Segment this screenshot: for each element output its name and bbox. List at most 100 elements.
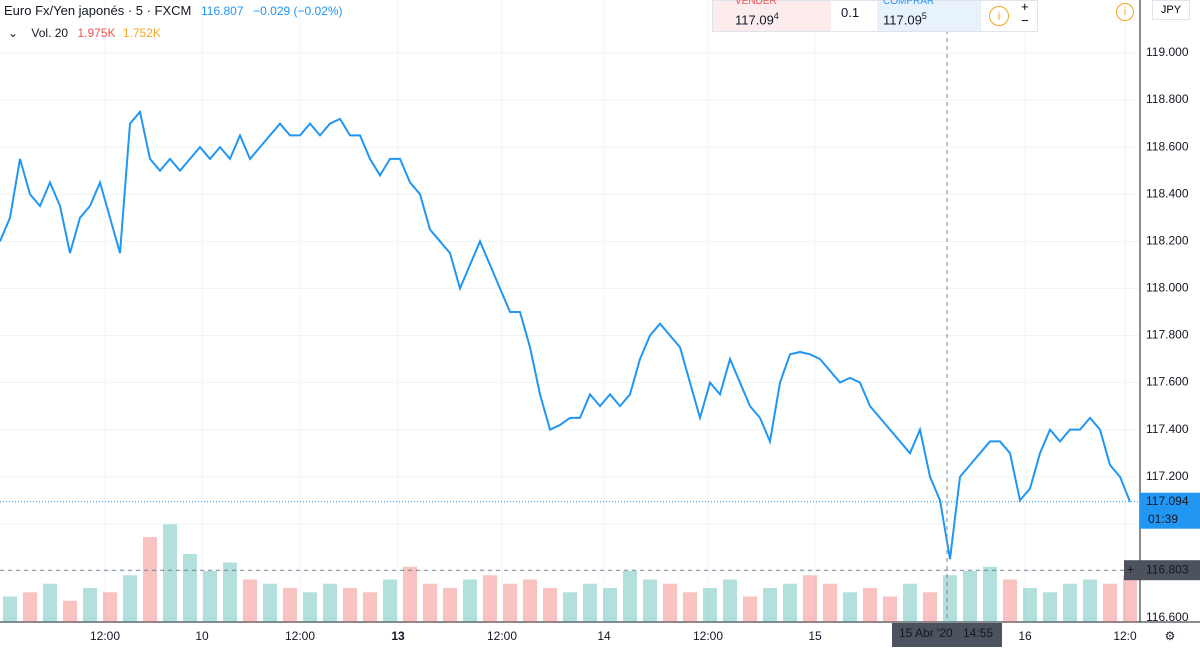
volume-bar <box>43 583 57 622</box>
volume-bar <box>603 588 617 622</box>
sell-price: 117.094 <box>735 11 779 41</box>
buy-pip: 5 <box>921 11 927 21</box>
volume-bar <box>323 583 337 622</box>
volume-bar <box>883 596 897 622</box>
volume-bar <box>303 592 317 622</box>
volume-bar <box>943 575 957 622</box>
sell[interactable]: VENDER 117.094 <box>713 0 831 31</box>
vol-legend: ⌄ Vol. 20 1.975K 1.752K <box>8 26 161 40</box>
buy[interactable]: COMPRAR 117.095 <box>877 0 981 31</box>
volume-bar <box>983 566 997 622</box>
volume-bar <box>383 579 397 622</box>
vol-b: 1.752K <box>122 26 161 40</box>
volume-bar <box>1043 592 1057 622</box>
volume-bar <box>743 596 757 622</box>
volume-bar <box>463 579 477 622</box>
vol-a: 1.975K <box>77 26 116 40</box>
change: −0.029 (−0.02%) <box>253 4 343 18</box>
volume-bar <box>223 562 237 622</box>
volume-bar <box>1063 583 1077 622</box>
volume-bar <box>403 566 417 622</box>
volume-bar <box>783 583 797 622</box>
volume-bar <box>763 588 777 622</box>
y-tick-label: 119.000 <box>1146 45 1189 59</box>
volume-bar <box>283 588 297 622</box>
volume-bar <box>183 554 197 622</box>
volume-bar <box>1123 575 1137 622</box>
volume-bar <box>543 588 557 622</box>
volume-bar <box>343 588 357 622</box>
order-panel: VENDER 117.094 0.1 COMPRAR 117.095 i + − <box>712 0 1038 32</box>
volume-bar <box>443 588 457 622</box>
x-tick-label: 12:0 <box>1113 629 1137 643</box>
buy-price: 117.095 <box>883 11 927 41</box>
sell-price-main: 117.09 <box>735 12 774 28</box>
x-tick-label: 12:00 <box>487 629 517 643</box>
last-price-box <box>1140 492 1200 529</box>
crosshair-date: 15 Abr '20 <box>899 626 953 640</box>
volume-bar <box>423 583 437 622</box>
y-tick-label: 117.200 <box>1146 469 1189 483</box>
sell-pip: 4 <box>773 11 779 21</box>
y-tick-label: 118.600 <box>1146 139 1189 153</box>
volume-bar <box>843 592 857 622</box>
y-tick-label: 118.400 <box>1146 186 1189 200</box>
crosshair-price: 116.803 <box>1146 562 1189 576</box>
volume-bar <box>1003 579 1017 622</box>
y-tick-label: 118.200 <box>1146 233 1189 247</box>
size[interactable]: 0.1 <box>841 5 860 20</box>
volume-bar <box>703 588 717 622</box>
plus[interactable]: + <box>1021 0 1029 14</box>
volume-bar <box>503 583 517 622</box>
volume-bar <box>623 571 637 622</box>
legend: Euro Fx/Yen japonés · 5 · FXCM 116.807 −… <box>4 3 349 18</box>
settings-icon[interactable]: ⚙ <box>1165 629 1176 643</box>
symbol: Euro Fx/Yen japonés · 5 · FXCM <box>4 3 192 18</box>
last: 116.807 <box>201 4 244 18</box>
buy-price-main: 117.09 <box>883 12 922 28</box>
x-tick-label: 15 <box>808 629 822 643</box>
volume-bar <box>483 575 497 622</box>
info-icon-2[interactable]: i <box>1116 3 1134 21</box>
volume-bar <box>643 579 657 622</box>
y-tick-label: 118.800 <box>1146 92 1189 106</box>
volume-bar <box>203 571 217 622</box>
y-tick-label: 117.600 <box>1146 375 1189 389</box>
crosshair-time: 14:55 <box>963 626 993 640</box>
x-tick-label: 12:00 <box>693 629 723 643</box>
volume-bar <box>243 579 257 622</box>
vol-label: Vol. 20 <box>31 26 69 40</box>
info-icon[interactable]: i <box>989 6 1009 26</box>
volume-bar <box>363 592 377 622</box>
last-price-label: 117.094 <box>1146 494 1189 508</box>
volume-bar <box>523 579 537 622</box>
volume-bar <box>83 588 97 622</box>
volume-bar <box>23 592 37 622</box>
volume-bar <box>1103 583 1117 622</box>
chevron[interactable]: ⌄ <box>8 26 19 40</box>
volume-bar <box>663 583 677 622</box>
crosshair-date-box <box>892 623 1002 647</box>
x-tick-label: 14 <box>597 629 611 643</box>
volume-bar <box>103 592 117 622</box>
volume-bar <box>923 592 937 622</box>
volume-bar <box>963 571 977 622</box>
y-tick-label: 117.400 <box>1146 422 1189 436</box>
volume-bar <box>63 600 77 622</box>
currency[interactable]: JPY <box>1152 0 1190 20</box>
volume-bar <box>803 575 817 622</box>
volume-bar <box>163 524 177 622</box>
crosshair-price-box <box>1124 560 1200 581</box>
minus[interactable]: − <box>1021 13 1029 28</box>
volume-bar <box>723 579 737 622</box>
volume-bar <box>143 537 157 622</box>
volume-bar <box>863 588 877 622</box>
buy-label: COMPRAR <box>883 0 935 7</box>
volume-bar <box>3 596 17 622</box>
x-tick-label: 12:00 <box>90 629 120 643</box>
volume-bar <box>1083 579 1097 622</box>
volume-bar <box>1023 588 1037 622</box>
x-tick-label: 16 <box>1018 629 1032 643</box>
